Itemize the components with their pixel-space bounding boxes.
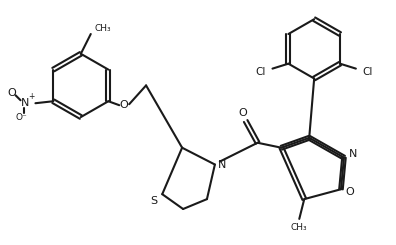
- Text: O: O: [7, 88, 16, 98]
- Text: N: N: [21, 98, 30, 108]
- Text: O: O: [238, 108, 247, 118]
- Text: S: S: [150, 196, 157, 206]
- Text: O: O: [120, 100, 129, 110]
- Text: O⁻: O⁻: [16, 112, 27, 122]
- Text: +: +: [28, 92, 35, 101]
- Text: CH₃: CH₃: [94, 24, 111, 33]
- Text: O: O: [346, 187, 354, 197]
- Text: Cl: Cl: [363, 67, 373, 77]
- Text: N: N: [349, 149, 357, 159]
- Text: CH₃: CH₃: [291, 223, 308, 232]
- Text: N: N: [218, 159, 226, 170]
- Text: Cl: Cl: [255, 67, 266, 77]
